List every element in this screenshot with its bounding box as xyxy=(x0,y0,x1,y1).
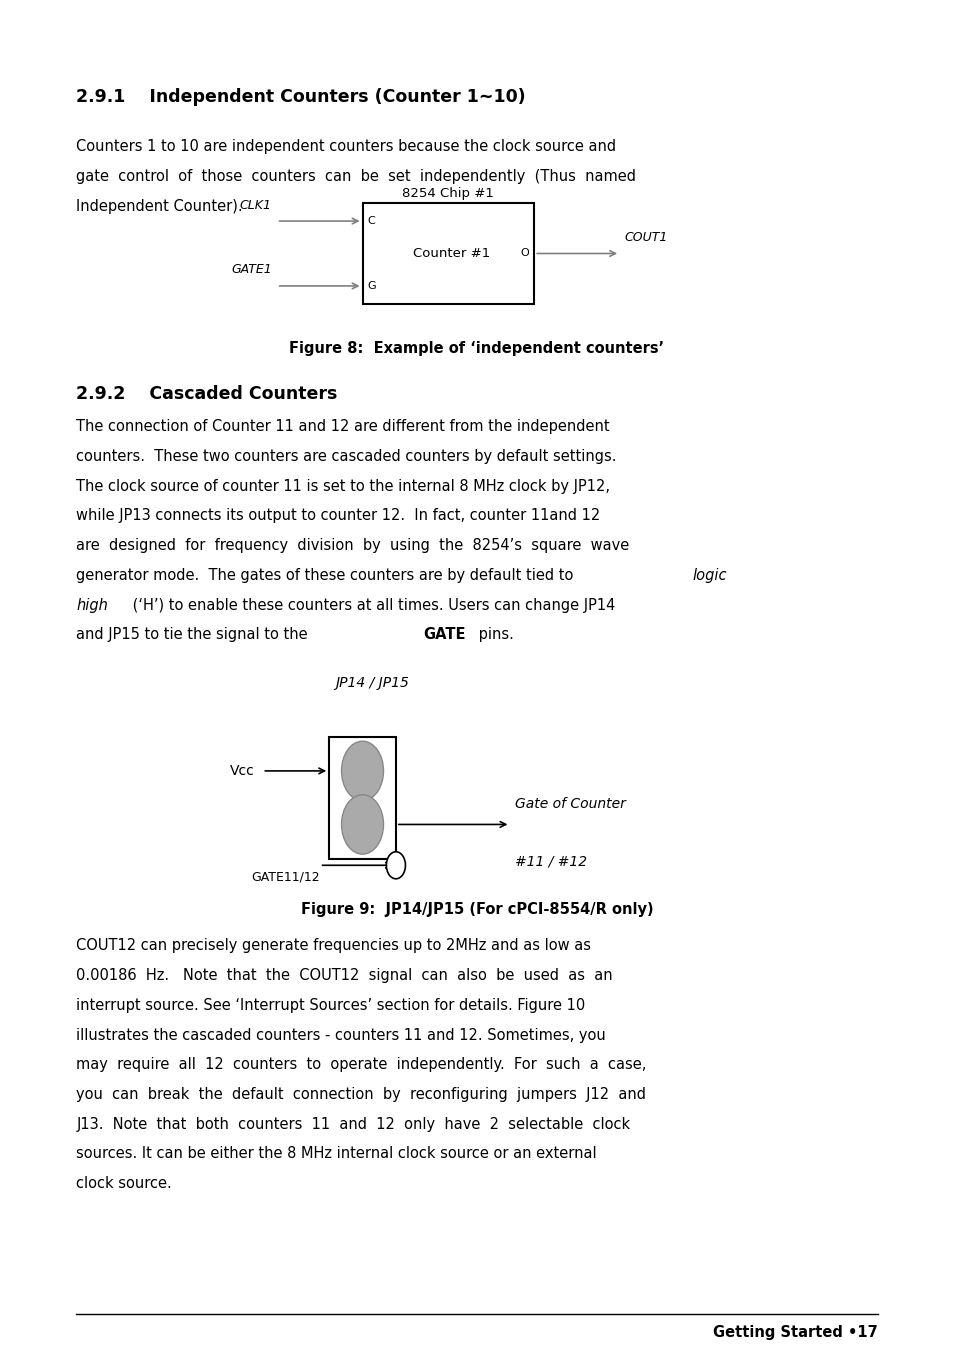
Text: J13.  Note  that  both  counters  11  and  12  only  have  2  selectable  clock: J13. Note that both counters 11 and 12 o… xyxy=(76,1117,630,1132)
Text: Counter #1: Counter #1 xyxy=(413,247,490,260)
Text: counters.  These two counters are cascaded counters by default settings.: counters. These two counters are cascade… xyxy=(76,449,617,464)
Circle shape xyxy=(386,852,405,879)
Text: sources. It can be either the 8 MHz internal clock source or an external: sources. It can be either the 8 MHz inte… xyxy=(76,1146,597,1161)
Text: Independent Counter).: Independent Counter). xyxy=(76,199,243,214)
Text: Figure 9:  JP14/JP15 (For cPCI-8554/R only): Figure 9: JP14/JP15 (For cPCI-8554/R onl… xyxy=(300,902,653,917)
Text: clock source.: clock source. xyxy=(76,1176,172,1191)
Text: interrupt source. See ‘Interrupt Sources’ section for details. Figure 10: interrupt source. See ‘Interrupt Sources… xyxy=(76,998,585,1013)
Text: GATE1: GATE1 xyxy=(231,264,272,277)
Text: O: O xyxy=(520,249,529,258)
Text: G: G xyxy=(367,281,375,291)
Text: logic: logic xyxy=(692,568,726,583)
Text: JP14 / JP15: JP14 / JP15 xyxy=(335,676,409,690)
Text: COUT12 can precisely generate frequencies up to 2MHz and as low as: COUT12 can precisely generate frequencie… xyxy=(76,938,591,953)
Text: generator mode.  The gates of these counters are by default tied to: generator mode. The gates of these count… xyxy=(76,568,578,583)
Text: you  can  break  the  default  connection  by  reconfiguring  jumpers  J12  and: you can break the default connection by … xyxy=(76,1087,645,1102)
Text: Getting Started •17: Getting Started •17 xyxy=(712,1325,877,1340)
Text: (‘H’) to enable these counters at all times. Users can change JP14: (‘H’) to enable these counters at all ti… xyxy=(128,598,615,612)
Text: while JP13 connects its output to counter 12.  In fact, counter 11and 12: while JP13 connects its output to counte… xyxy=(76,508,600,523)
Text: 0.00186  Hz.   Note  that  the  COUT12  signal  can  also  be  used  as  an: 0.00186 Hz. Note that the COUT12 signal … xyxy=(76,968,613,983)
Text: 2.9.2    Cascaded Counters: 2.9.2 Cascaded Counters xyxy=(76,385,337,403)
Text: Gate of Counter: Gate of Counter xyxy=(515,796,625,811)
Text: 2.9.1    Independent Counters (Counter 1~10): 2.9.1 Independent Counters (Counter 1~10… xyxy=(76,88,525,105)
Text: The clock source of counter 11 is set to the internal 8 MHz clock by JP12,: The clock source of counter 11 is set to… xyxy=(76,479,610,493)
Text: GATE11/12: GATE11/12 xyxy=(251,871,319,884)
Bar xyxy=(329,737,395,859)
Text: 8254 Chip #1: 8254 Chip #1 xyxy=(402,187,494,200)
Text: GATE: GATE xyxy=(423,627,466,642)
Text: Vcc: Vcc xyxy=(230,764,254,777)
Text: Counters 1 to 10 are independent counters because the clock source and: Counters 1 to 10 are independent counter… xyxy=(76,139,616,154)
Text: illustrates the cascaded counters - counters 11 and 12. Sometimes, you: illustrates the cascaded counters - coun… xyxy=(76,1028,605,1042)
Text: CLK1: CLK1 xyxy=(239,199,272,211)
Text: Figure 8:  Example of ‘independent counters’: Figure 8: Example of ‘independent counte… xyxy=(289,341,664,356)
Circle shape xyxy=(341,741,383,800)
Text: COUT1: COUT1 xyxy=(624,231,667,245)
Text: C: C xyxy=(367,216,375,226)
Text: pins.: pins. xyxy=(474,627,514,642)
Text: and JP15 to tie the signal to the: and JP15 to tie the signal to the xyxy=(76,627,313,642)
Text: high: high xyxy=(76,598,108,612)
Text: are  designed  for  frequency  division  by  using  the  8254’s  square  wave: are designed for frequency division by u… xyxy=(76,538,629,553)
Bar xyxy=(362,203,534,304)
Text: #11 / #12: #11 / #12 xyxy=(515,854,587,868)
Text: may  require  all  12  counters  to  operate  independently.  For  such  a  case: may require all 12 counters to operate i… xyxy=(76,1057,646,1072)
Text: gate  control  of  those  counters  can  be  set  independently  (Thus  named: gate control of those counters can be se… xyxy=(76,169,636,184)
Circle shape xyxy=(341,795,383,854)
Text: The connection of Counter 11 and 12 are different from the independent: The connection of Counter 11 and 12 are … xyxy=(76,419,609,434)
